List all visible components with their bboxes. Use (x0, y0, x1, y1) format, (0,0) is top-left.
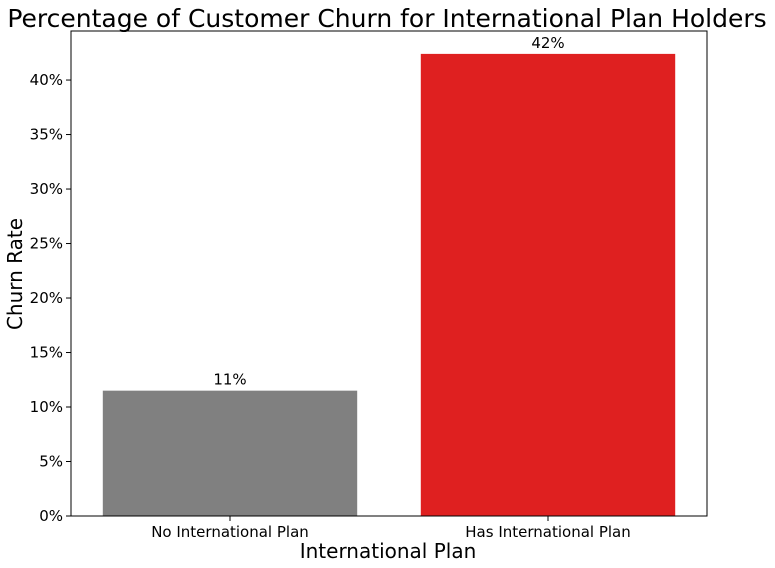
y-tick-label: 15% (30, 344, 63, 362)
y-tick-label: 40% (30, 71, 63, 89)
chart-title: Percentage of Customer Churn for Interna… (7, 4, 766, 33)
y-tick-label: 0% (39, 507, 63, 525)
bar-value-label: 11% (213, 371, 246, 389)
bar-has-international-plan (420, 53, 676, 516)
y-tick-label: 30% (30, 180, 63, 198)
y-tick-label: 25% (30, 235, 63, 253)
bar-value-label: 42% (531, 34, 564, 52)
y-tick-label: 35% (30, 126, 63, 144)
x-axis-label: International Plan (300, 539, 477, 563)
y-tick-label: 10% (30, 398, 63, 416)
x-tick-label: No International Plan (151, 523, 309, 541)
bar-no-international-plan (102, 390, 358, 516)
y-tick-label: 5% (39, 453, 63, 471)
plot-area: 11% No International Plan 42% Has Internati… (30, 30, 708, 541)
y-tick-label: 20% (30, 289, 63, 307)
plot-frame (70, 30, 708, 517)
x-tick-label: Has International Plan (465, 523, 630, 541)
y-axis-label: Churn Rate (3, 218, 27, 330)
